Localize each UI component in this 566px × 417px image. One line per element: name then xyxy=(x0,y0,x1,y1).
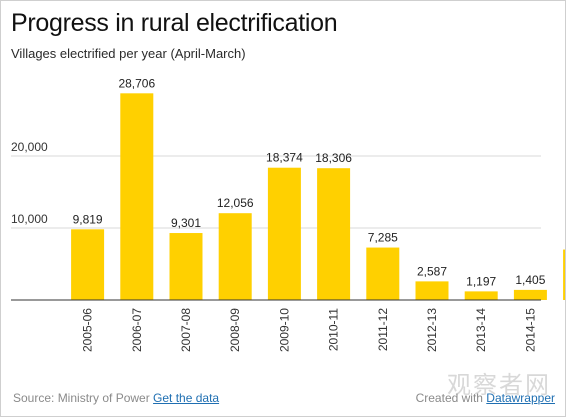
value-label: 1,197 xyxy=(466,274,496,288)
value-label: 7,285 xyxy=(368,231,398,245)
chart-title: Progress in rural electrification xyxy=(11,9,338,37)
datawrapper-link[interactable]: Datawrapper xyxy=(486,391,555,405)
y-tick-label: 10,000 xyxy=(11,212,48,226)
source-note: Source: Ministry of Power Get the data xyxy=(13,391,219,405)
x-tick-label: 2013-14 xyxy=(474,308,488,352)
bar xyxy=(366,247,400,300)
x-tick-label: 2007-08 xyxy=(179,308,193,352)
bar xyxy=(267,167,301,300)
credit-text: Created with xyxy=(415,391,487,405)
bar xyxy=(317,168,351,300)
credit-note: Created with Datawrapper xyxy=(416,391,555,405)
value-label: 1,405 xyxy=(515,273,545,287)
value-label: 2,587 xyxy=(417,264,447,278)
bar xyxy=(71,229,105,300)
get-data-link[interactable]: Get the data xyxy=(153,391,220,405)
x-tick-label: 2011-12 xyxy=(376,308,390,351)
x-tick-label: 2010-11 xyxy=(327,308,341,351)
x-tick-label: 2005-06 xyxy=(81,308,95,352)
x-tick-label: 2012-13 xyxy=(425,308,439,352)
x-tick-label: 2014-15 xyxy=(523,308,537,352)
y-tick-label: 20,000 xyxy=(11,140,48,154)
x-tick-label: 2006-07 xyxy=(130,308,144,352)
bar-chart: 10,000 20,000 9,819 2005-06 28,706 2006-07 9,3… xyxy=(11,76,565,352)
value-label: 28,706 xyxy=(118,76,155,90)
bar xyxy=(513,289,547,300)
x-tick-label: 2009-10 xyxy=(277,308,291,352)
x-tick-label: 2008-09 xyxy=(228,308,242,352)
bar xyxy=(120,93,154,300)
value-label: 9,819 xyxy=(73,212,103,226)
value-label: 12,056 xyxy=(217,196,254,210)
bar xyxy=(415,281,449,300)
source-text: Source: Ministry of Power xyxy=(13,391,154,405)
bar xyxy=(218,213,252,300)
watermark-logo: 观察者网 xyxy=(447,371,551,399)
value-label: 18,374 xyxy=(266,151,303,165)
bar xyxy=(563,249,565,300)
bar xyxy=(464,291,498,300)
value-label: 18,306 xyxy=(315,151,352,165)
value-label: 9,301 xyxy=(171,216,201,230)
bar xyxy=(169,233,203,300)
chart-subtitle: Villages electrified per year (April-Mar… xyxy=(11,46,246,61)
